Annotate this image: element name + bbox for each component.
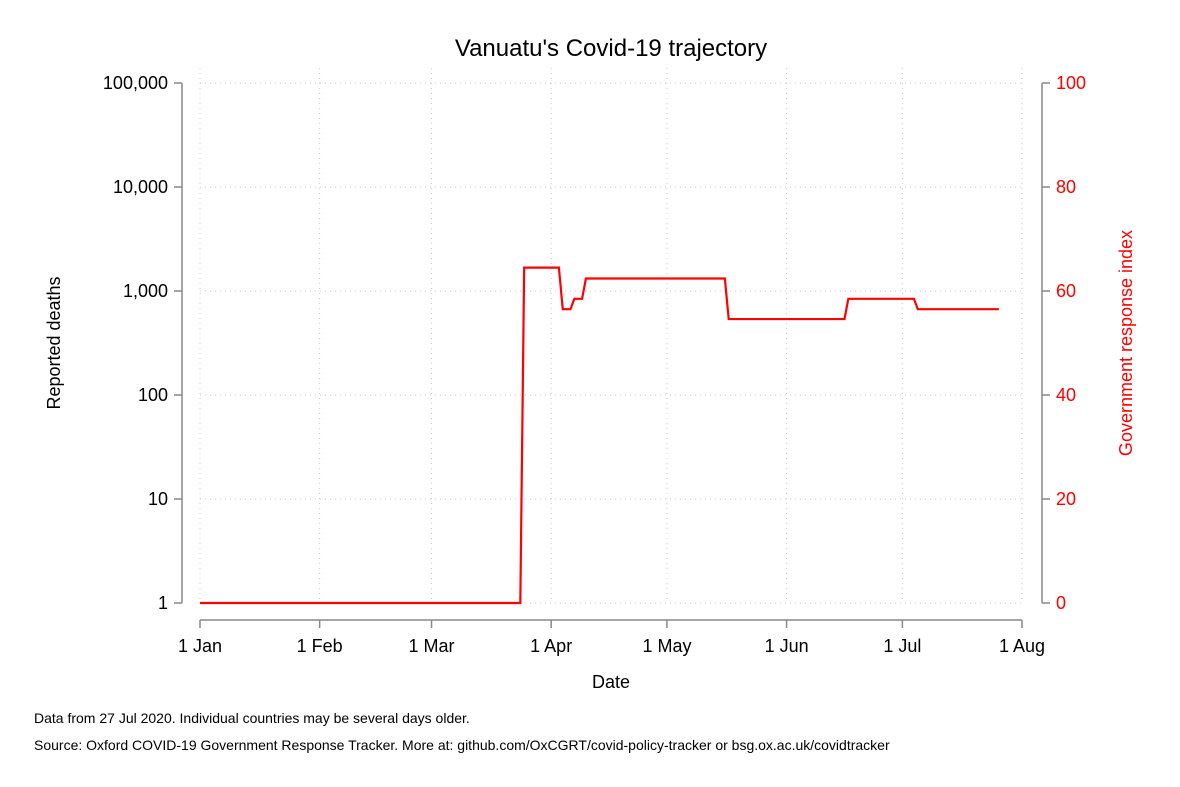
series-layer [200, 266, 999, 605]
y2-axis-title: Government response index [1116, 230, 1136, 456]
x-tick-label: 1 Jan [178, 636, 222, 656]
y2-tick-label: 0 [1056, 593, 1066, 613]
x-tick-label: 1 Mar [409, 636, 455, 656]
y2-tick-label: 100 [1056, 73, 1086, 93]
gridlines [199, 68, 1023, 604]
y-tick-label: 100,000 [103, 73, 168, 93]
y-tick-label: 10 [148, 489, 168, 509]
y2-tick-label: 60 [1056, 281, 1076, 301]
y2-tick-label: 20 [1056, 489, 1076, 509]
x-tick-label: 1 Jul [883, 636, 921, 656]
x-tick-label: 1 Jun [765, 636, 809, 656]
y-tick-label: 1,000 [123, 281, 168, 301]
y-tick-label: 10,000 [113, 177, 168, 197]
source-note: Source: Oxford COVID-19 Government Respo… [34, 737, 890, 753]
chart-labels: Vanuatu's Covid-19 trajectory 1 10 100 1,000… [44, 35, 1136, 692]
y-axis-title: Reported deaths [44, 276, 64, 409]
y-tick-label: 100 [138, 385, 168, 405]
axes [174, 82, 1050, 628]
x-tick-label: 1 Apr [530, 636, 572, 656]
series-line-response-index [200, 266, 999, 605]
y2-tick-label: 80 [1056, 177, 1076, 197]
x-tick-label: 1 Feb [297, 636, 343, 656]
data-date-note: Data from 27 Jul 2020. Individual countr… [34, 710, 470, 726]
chart: Vanuatu's Covid-19 trajectory 1 10 100 1,000… [44, 35, 1136, 692]
y2-tick-label: 40 [1056, 385, 1076, 405]
y-tick-label: 1 [158, 593, 168, 613]
x-tick-label: 1 Aug [999, 636, 1045, 656]
x-tick-label: 1 May [642, 636, 691, 656]
x-axis-title: Date [592, 672, 630, 692]
chart-title: Vanuatu's Covid-19 trajectory [455, 35, 767, 62]
